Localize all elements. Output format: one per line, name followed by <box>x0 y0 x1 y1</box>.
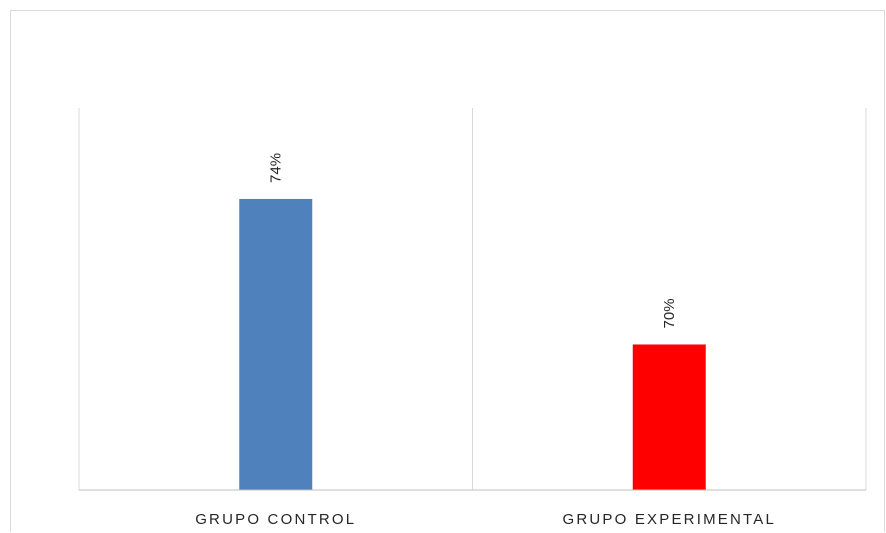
data-label-1: 74% <box>268 153 285 183</box>
label-layer: 74% GRUPO CONTROL 70% GRUPO EXPERIMENTAL <box>195 153 776 528</box>
grid-layer <box>78 108 867 490</box>
category-label-1: GRUPO CONTROL <box>195 511 356 528</box>
bar-1 <box>239 198 313 490</box>
category-label-2: GRUPO EXPERIMENTAL <box>562 511 776 528</box>
chart-frame <box>10 10 885 532</box>
bar-2 <box>632 344 706 490</box>
data-label-2: 70% <box>661 298 678 328</box>
bar-layer <box>239 198 706 490</box>
